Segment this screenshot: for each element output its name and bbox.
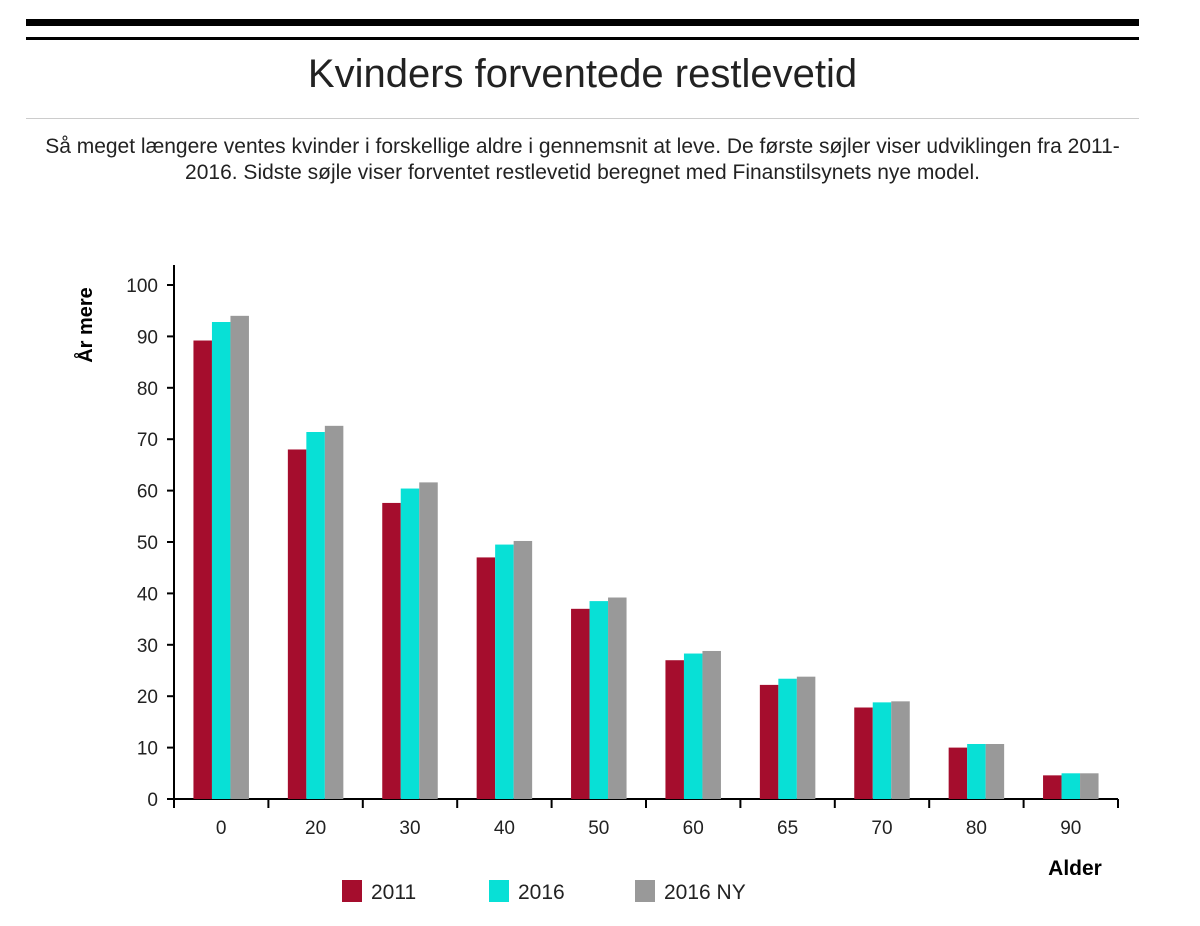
bar-2016-65 bbox=[778, 678, 797, 799]
bar-2011-30 bbox=[382, 502, 401, 799]
y-tick-label: 10 bbox=[137, 739, 158, 760]
bar-2011-50 bbox=[571, 608, 590, 799]
x-tick-label: 20 bbox=[305, 818, 326, 839]
bar-2016-ny-0 bbox=[230, 315, 249, 799]
bar-2011-70 bbox=[854, 707, 873, 799]
legend-swatch bbox=[489, 880, 509, 902]
y-tick-label: 90 bbox=[137, 327, 158, 348]
legend-label: 2016 NY bbox=[664, 881, 746, 904]
y-tick-label: 0 bbox=[147, 790, 158, 811]
y-tick-label: 80 bbox=[137, 379, 158, 400]
bar-2016-0 bbox=[211, 322, 231, 799]
chart-title: Kvinders forventede restlevetid bbox=[307, 52, 858, 96]
y-tick-label: 20 bbox=[137, 687, 158, 708]
x-tick-label: 50 bbox=[588, 818, 609, 839]
bar-2011-40 bbox=[476, 557, 496, 799]
top-rule-thick bbox=[26, 19, 1139, 26]
bar-chart: 0 10 20 30 40 50 60 70 80 90 100 0 20 30 40 50 60 65 70 80… bbox=[73, 265, 1119, 904]
y-tick-label: 30 bbox=[137, 636, 158, 657]
y-axis: 0 10 20 30 40 50 60 70 80 90 100 bbox=[126, 265, 175, 811]
bar-2011-0 bbox=[193, 340, 212, 799]
x-tick-label: 60 bbox=[683, 818, 704, 839]
bar-2016-50 bbox=[589, 601, 609, 799]
bar-2016-ny-65 bbox=[796, 676, 816, 799]
y-tick-label: 50 bbox=[137, 533, 158, 554]
bar-2016-30 bbox=[400, 488, 420, 799]
y-axis-label: År mere bbox=[73, 287, 97, 363]
title-divider bbox=[26, 118, 1139, 119]
x-tick-label: 65 bbox=[777, 818, 798, 839]
bar-2016-ny-90 bbox=[1080, 773, 1099, 799]
bar-2016-60 bbox=[683, 653, 703, 799]
top-rule-thin bbox=[26, 37, 1139, 40]
bar-2016-ny-40 bbox=[513, 540, 533, 799]
bar-2016-90 bbox=[1061, 773, 1081, 799]
y-tick-label: 100 bbox=[126, 276, 158, 297]
bar-2011-90 bbox=[1043, 775, 1062, 799]
bar-2016-ny-80 bbox=[985, 744, 1005, 799]
x-tick-label: 30 bbox=[399, 818, 420, 839]
bar-2016-ny-20 bbox=[324, 425, 344, 799]
y-tick-label: 60 bbox=[137, 482, 158, 503]
bar-2016-ny-50 bbox=[608, 597, 627, 799]
bar-2016-20 bbox=[306, 432, 325, 799]
bar-2011-65 bbox=[759, 684, 779, 799]
bar-2016-ny-30 bbox=[419, 482, 438, 799]
chart-subtitle: Så meget længere ventes kvinder i forske… bbox=[45, 135, 1120, 184]
y-tick-label: 40 bbox=[137, 584, 158, 605]
legend: 2011 2016 2016 NY bbox=[342, 880, 746, 904]
x-tick-label: 90 bbox=[1060, 818, 1081, 839]
bar-2016-80 bbox=[967, 744, 986, 799]
x-tick-label: 0 bbox=[216, 818, 227, 839]
x-axis: 0 20 30 40 50 60 65 70 80 90 bbox=[173, 798, 1119, 839]
legend-label: 2016 bbox=[518, 881, 565, 904]
x-tick-label: 70 bbox=[871, 818, 892, 839]
legend-label: 2011 bbox=[371, 881, 416, 904]
bar-2011-60 bbox=[665, 660, 684, 799]
bar-2016-70 bbox=[872, 702, 892, 799]
legend-swatch bbox=[342, 880, 362, 902]
x-tick-label: 40 bbox=[494, 818, 515, 839]
legend-swatch bbox=[635, 880, 655, 902]
bar-2011-20 bbox=[287, 449, 307, 799]
x-tick-label: 80 bbox=[966, 818, 987, 839]
x-axis-label: Alder bbox=[1048, 857, 1102, 880]
y-tick-label: 70 bbox=[137, 430, 158, 451]
bar-2016-ny-70 bbox=[891, 701, 910, 799]
bar-2016-40 bbox=[495, 544, 514, 799]
bar-2016-ny-60 bbox=[702, 650, 721, 799]
bars bbox=[193, 315, 1099, 799]
bar-2011-80 bbox=[948, 747, 968, 799]
